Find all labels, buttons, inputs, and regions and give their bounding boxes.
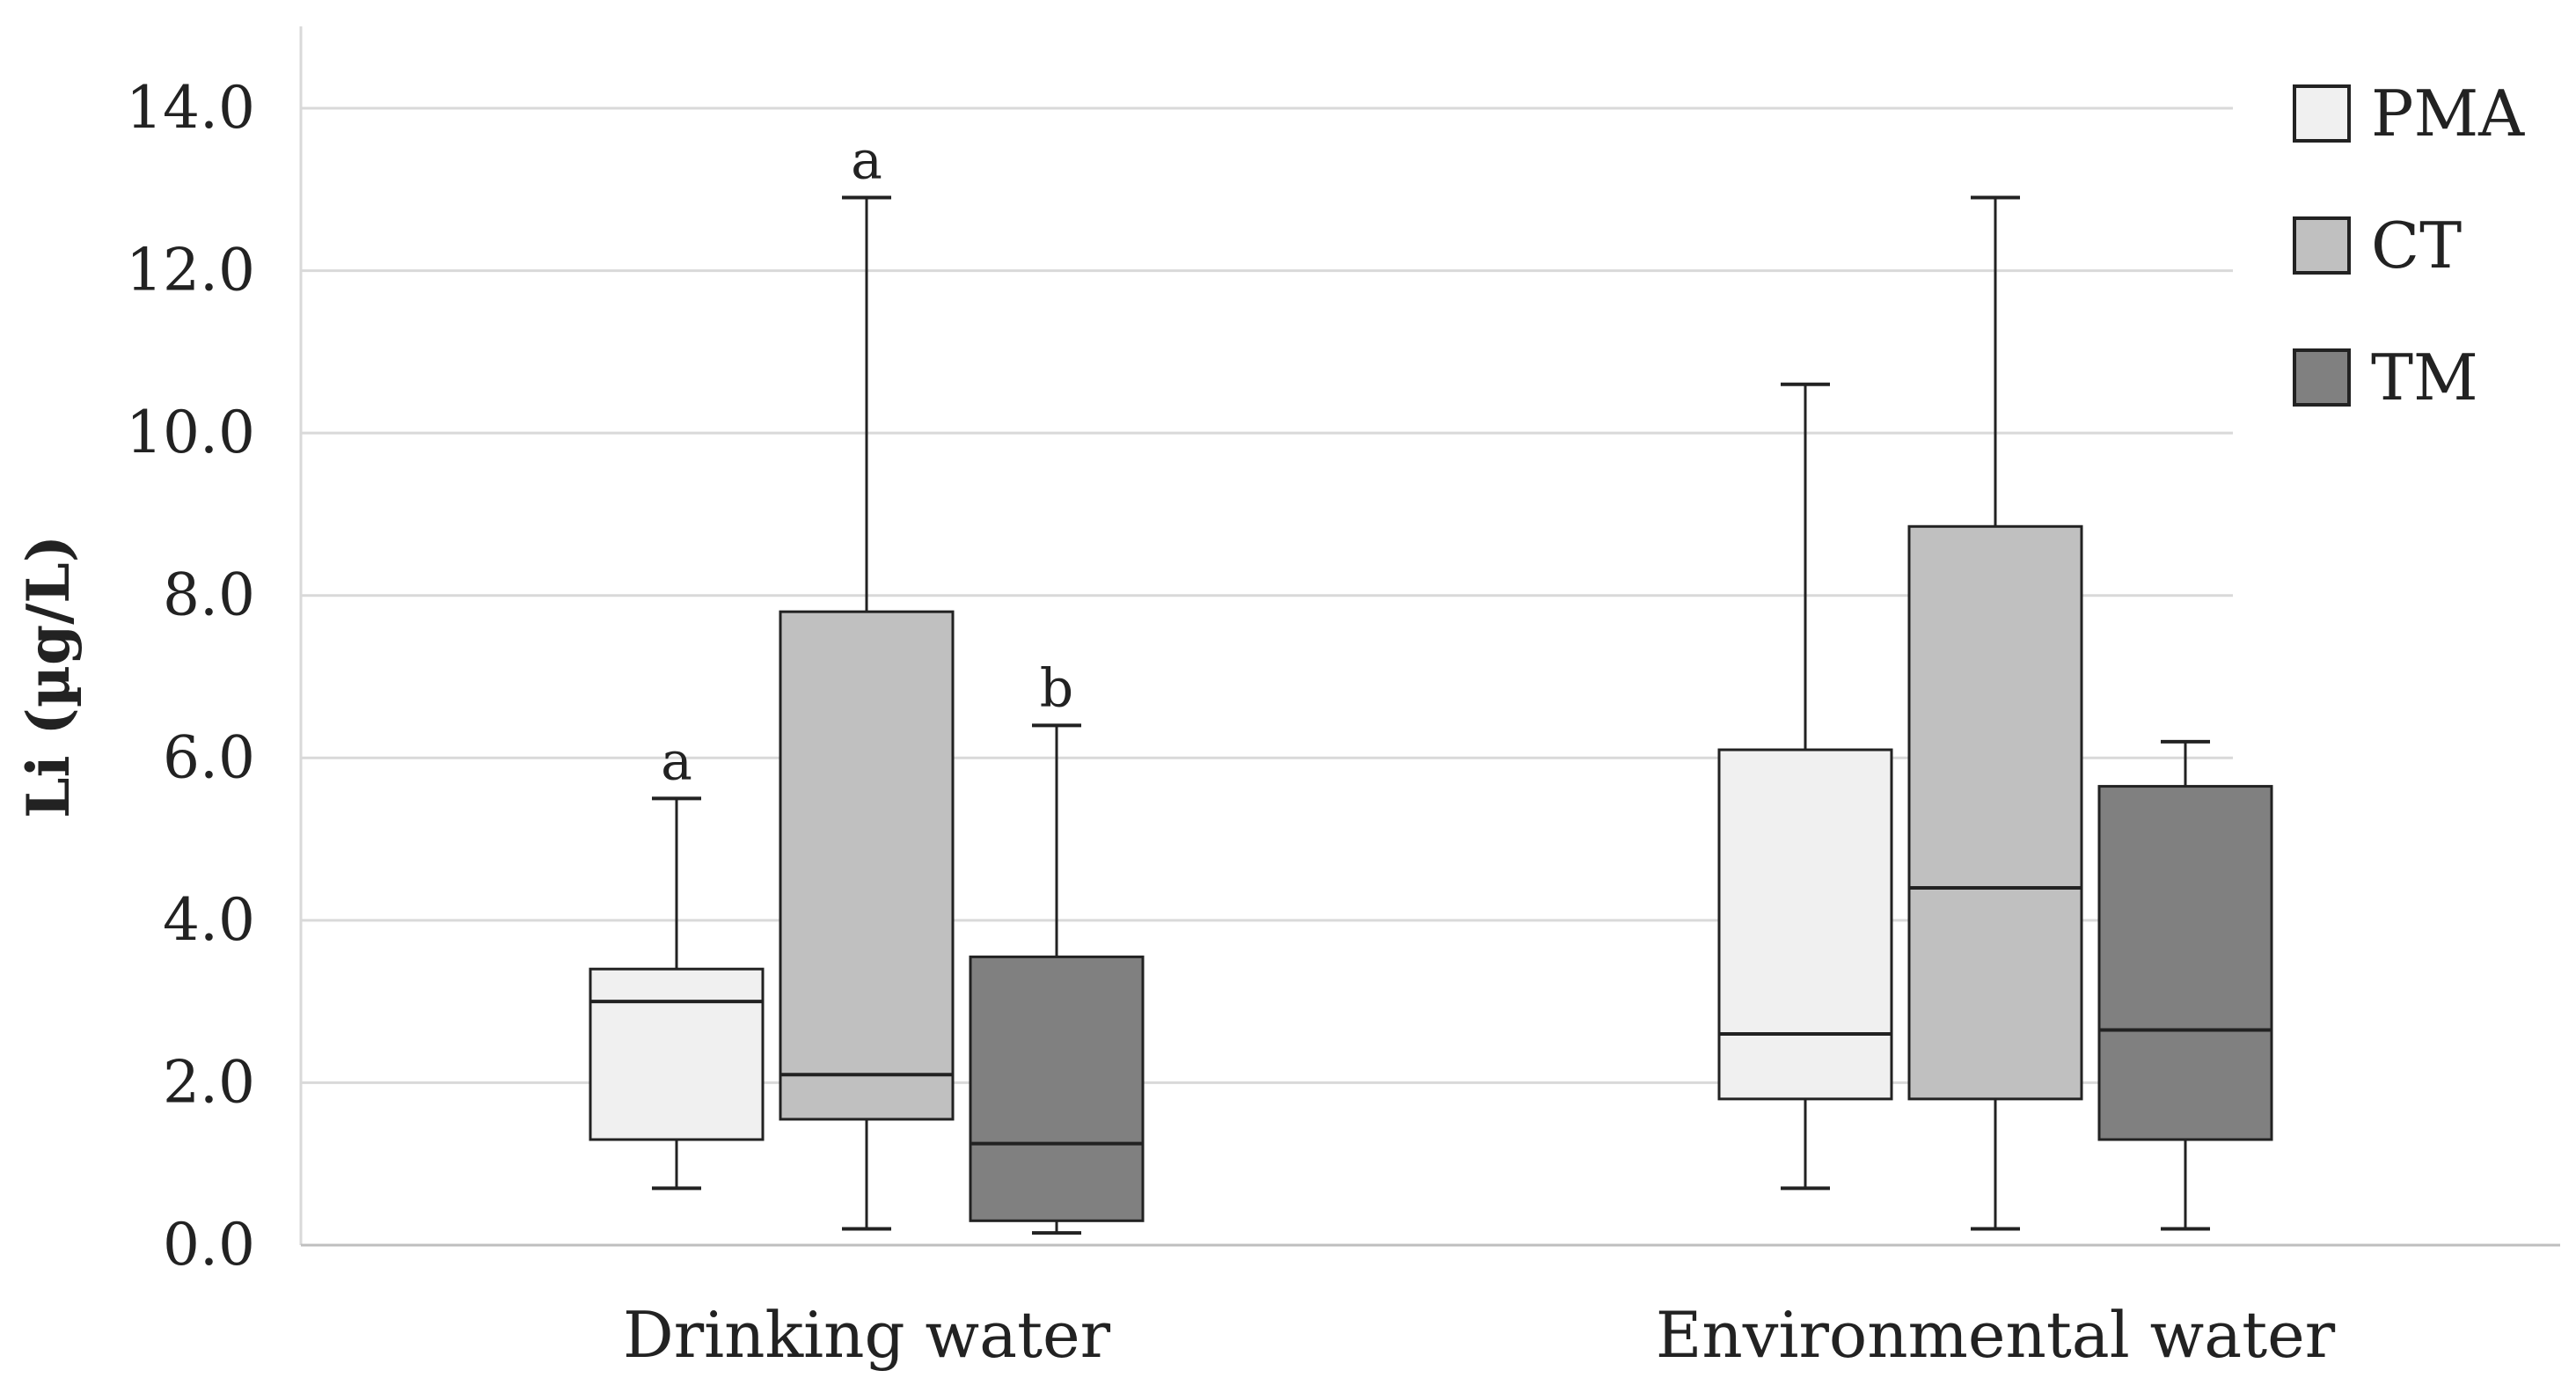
y-tick-label: 4.0 (163, 886, 255, 954)
legend-swatch-pma (2293, 84, 2351, 143)
x-category-label: Environmental water (1656, 1298, 2336, 1372)
significance-annotation: b (1040, 657, 1073, 719)
axes: 0.0 2.0 4.0 6.0 8.0 10.0 12.0 14.0 Li (µg/L) (14, 26, 2560, 1279)
gridlines (301, 106, 2233, 1084)
significance-annotation: a (851, 130, 882, 192)
y-tick-label: 6.0 (163, 723, 255, 791)
y-tick-label: 14.0 (126, 74, 255, 142)
box-ct (779, 610, 955, 1121)
legend-swatch-ct (2293, 216, 2351, 275)
y-tick-label: 2.0 (163, 1048, 255, 1116)
legend-swatch-tm (2293, 348, 2351, 407)
legend-label-ct: CT (2371, 209, 2462, 282)
y-tick-label: 8.0 (163, 561, 255, 629)
y-tick-label: 10.0 (126, 399, 255, 466)
box-ct (1907, 524, 2083, 1101)
labels: Drinking water Environmental water a a b (623, 130, 2336, 1372)
box-pma (1717, 748, 1893, 1101)
legend-label-pma: PMA (2371, 77, 2525, 150)
y-tick-label: 0.0 (163, 1211, 255, 1279)
x-category-label: Drinking water (623, 1298, 1111, 1372)
box-tm (2097, 785, 2273, 1141)
y-tick-label: 12.0 (126, 237, 255, 304)
y-axis-title: Li (µg/L) (14, 535, 83, 818)
boxes (589, 195, 2273, 1235)
legend-label-tm: TM (2371, 341, 2478, 414)
legend: PMA CT TM (2293, 77, 2525, 414)
box-tm (969, 955, 1145, 1222)
significance-annotation: a (661, 730, 692, 792)
box-pma (589, 967, 765, 1141)
